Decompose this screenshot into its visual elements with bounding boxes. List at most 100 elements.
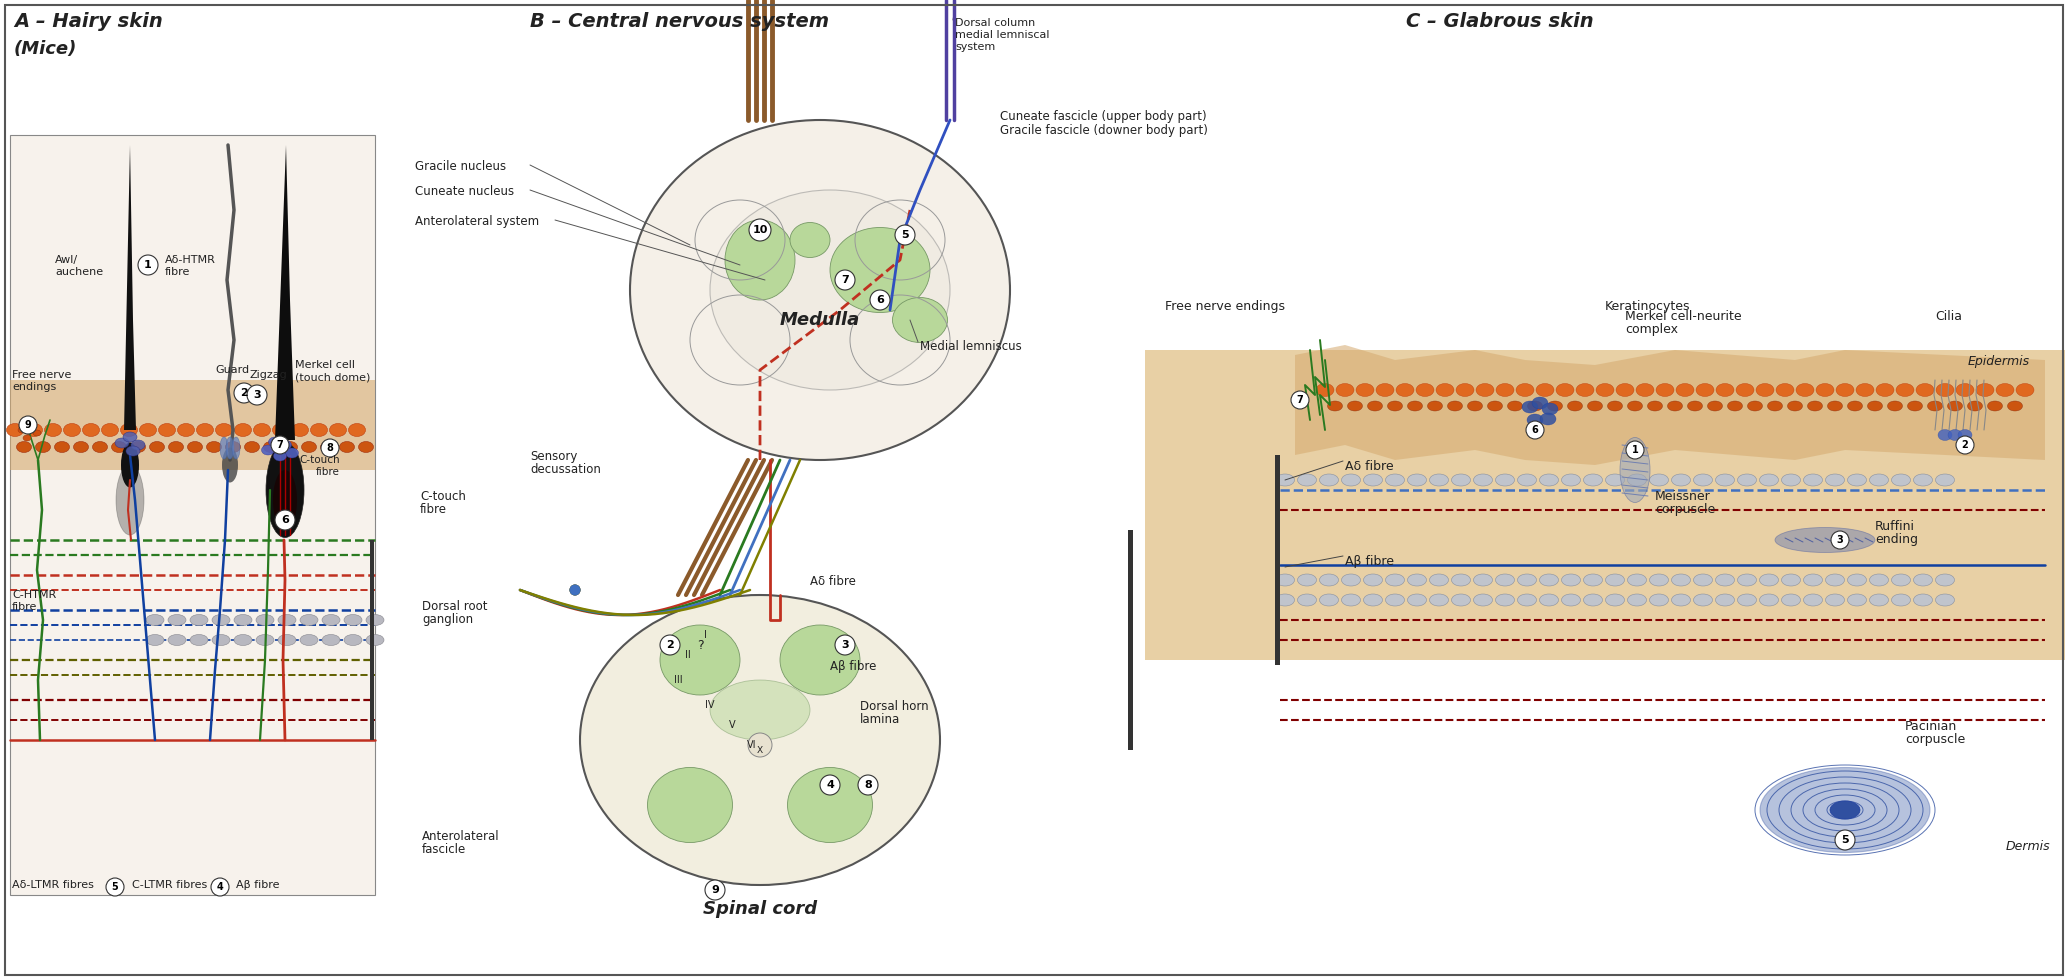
- Ellipse shape: [1671, 594, 1690, 606]
- Ellipse shape: [1336, 383, 1355, 397]
- Ellipse shape: [1956, 383, 1975, 397]
- Ellipse shape: [631, 120, 1009, 460]
- Ellipse shape: [1367, 401, 1383, 411]
- Ellipse shape: [1319, 594, 1338, 606]
- Ellipse shape: [168, 614, 186, 625]
- Ellipse shape: [1869, 594, 1888, 606]
- Ellipse shape: [1915, 383, 1934, 397]
- Text: complex: complex: [1625, 323, 1677, 336]
- Ellipse shape: [1847, 574, 1867, 586]
- Ellipse shape: [1297, 474, 1317, 486]
- Polygon shape: [275, 145, 296, 440]
- Ellipse shape: [273, 470, 298, 530]
- Ellipse shape: [1774, 527, 1876, 553]
- Ellipse shape: [1907, 401, 1923, 411]
- Ellipse shape: [1526, 414, 1543, 426]
- Circle shape: [246, 385, 267, 405]
- Ellipse shape: [1760, 574, 1778, 586]
- Circle shape: [871, 290, 889, 310]
- Ellipse shape: [130, 442, 145, 453]
- Ellipse shape: [1936, 383, 1954, 397]
- Ellipse shape: [1694, 574, 1712, 586]
- Ellipse shape: [1896, 383, 1915, 397]
- Ellipse shape: [1619, 437, 1650, 503]
- Text: Cuneate fascicle (upper body part): Cuneate fascicle (upper body part): [1001, 110, 1206, 123]
- Text: corpuscle: corpuscle: [1905, 733, 1965, 746]
- Ellipse shape: [1987, 401, 2002, 411]
- Ellipse shape: [64, 423, 81, 436]
- Ellipse shape: [1456, 383, 1474, 397]
- Ellipse shape: [1452, 594, 1470, 606]
- Ellipse shape: [1342, 594, 1361, 606]
- Ellipse shape: [1297, 574, 1317, 586]
- Text: Aβ fibre: Aβ fibre: [236, 880, 279, 890]
- Ellipse shape: [1737, 574, 1756, 586]
- Text: Free nerve: Free nerve: [12, 370, 72, 380]
- Ellipse shape: [168, 634, 186, 646]
- Ellipse shape: [1495, 574, 1514, 586]
- Text: 5: 5: [902, 230, 908, 240]
- Ellipse shape: [1913, 474, 1932, 486]
- Ellipse shape: [343, 634, 362, 646]
- Ellipse shape: [1869, 574, 1888, 586]
- Text: X: X: [757, 746, 763, 755]
- Ellipse shape: [1357, 383, 1373, 397]
- Ellipse shape: [647, 767, 732, 843]
- Ellipse shape: [1826, 594, 1845, 606]
- Ellipse shape: [1452, 574, 1470, 586]
- Text: Medial lemniscus: Medial lemniscus: [920, 340, 1022, 353]
- Text: 2: 2: [240, 388, 248, 398]
- Ellipse shape: [1518, 474, 1537, 486]
- Ellipse shape: [261, 445, 275, 455]
- Text: Sensory: Sensory: [529, 450, 577, 463]
- Text: 2: 2: [1963, 440, 1969, 450]
- Ellipse shape: [1888, 401, 1903, 411]
- Ellipse shape: [23, 435, 31, 441]
- Ellipse shape: [1342, 574, 1361, 586]
- Ellipse shape: [149, 442, 165, 453]
- Text: 7: 7: [842, 275, 848, 285]
- Ellipse shape: [1867, 401, 1882, 411]
- Ellipse shape: [2008, 401, 2023, 411]
- Ellipse shape: [1495, 594, 1514, 606]
- Polygon shape: [124, 145, 136, 430]
- Text: Dorsal column: Dorsal column: [955, 18, 1036, 28]
- Ellipse shape: [122, 432, 136, 442]
- Text: Aδ-LTMR fibres: Aδ-LTMR fibres: [12, 880, 93, 890]
- Text: Anterolateral system: Anterolateral system: [416, 215, 540, 228]
- Text: system: system: [955, 42, 995, 52]
- Ellipse shape: [1576, 383, 1594, 397]
- Text: endings: endings: [12, 382, 56, 392]
- Ellipse shape: [1315, 383, 1334, 397]
- Ellipse shape: [6, 423, 23, 436]
- Ellipse shape: [1474, 574, 1493, 586]
- Text: Zigzag: Zigzag: [250, 370, 287, 380]
- Text: fibre: fibre: [420, 503, 447, 516]
- Text: Free nerve endings: Free nerve endings: [1164, 300, 1284, 313]
- Ellipse shape: [1938, 429, 1952, 440]
- Ellipse shape: [358, 442, 374, 453]
- Ellipse shape: [101, 423, 118, 436]
- Ellipse shape: [709, 190, 949, 390]
- Text: Dermis: Dermis: [2006, 840, 2049, 853]
- Ellipse shape: [790, 222, 829, 258]
- Ellipse shape: [1408, 474, 1427, 486]
- Ellipse shape: [234, 423, 252, 436]
- Ellipse shape: [1532, 397, 1549, 409]
- Ellipse shape: [1826, 574, 1845, 586]
- Circle shape: [571, 585, 579, 595]
- Ellipse shape: [1694, 474, 1712, 486]
- Text: medial lemniscal: medial lemniscal: [955, 30, 1048, 40]
- Ellipse shape: [1671, 474, 1690, 486]
- Circle shape: [1526, 421, 1545, 439]
- Ellipse shape: [33, 430, 41, 436]
- Ellipse shape: [283, 442, 298, 453]
- Text: Dorsal root: Dorsal root: [422, 600, 488, 613]
- Ellipse shape: [1936, 474, 1954, 486]
- Ellipse shape: [1342, 474, 1361, 486]
- Ellipse shape: [207, 442, 221, 453]
- Ellipse shape: [1803, 474, 1822, 486]
- Ellipse shape: [273, 423, 290, 436]
- Bar: [10, 135, 374, 895]
- Ellipse shape: [45, 423, 62, 436]
